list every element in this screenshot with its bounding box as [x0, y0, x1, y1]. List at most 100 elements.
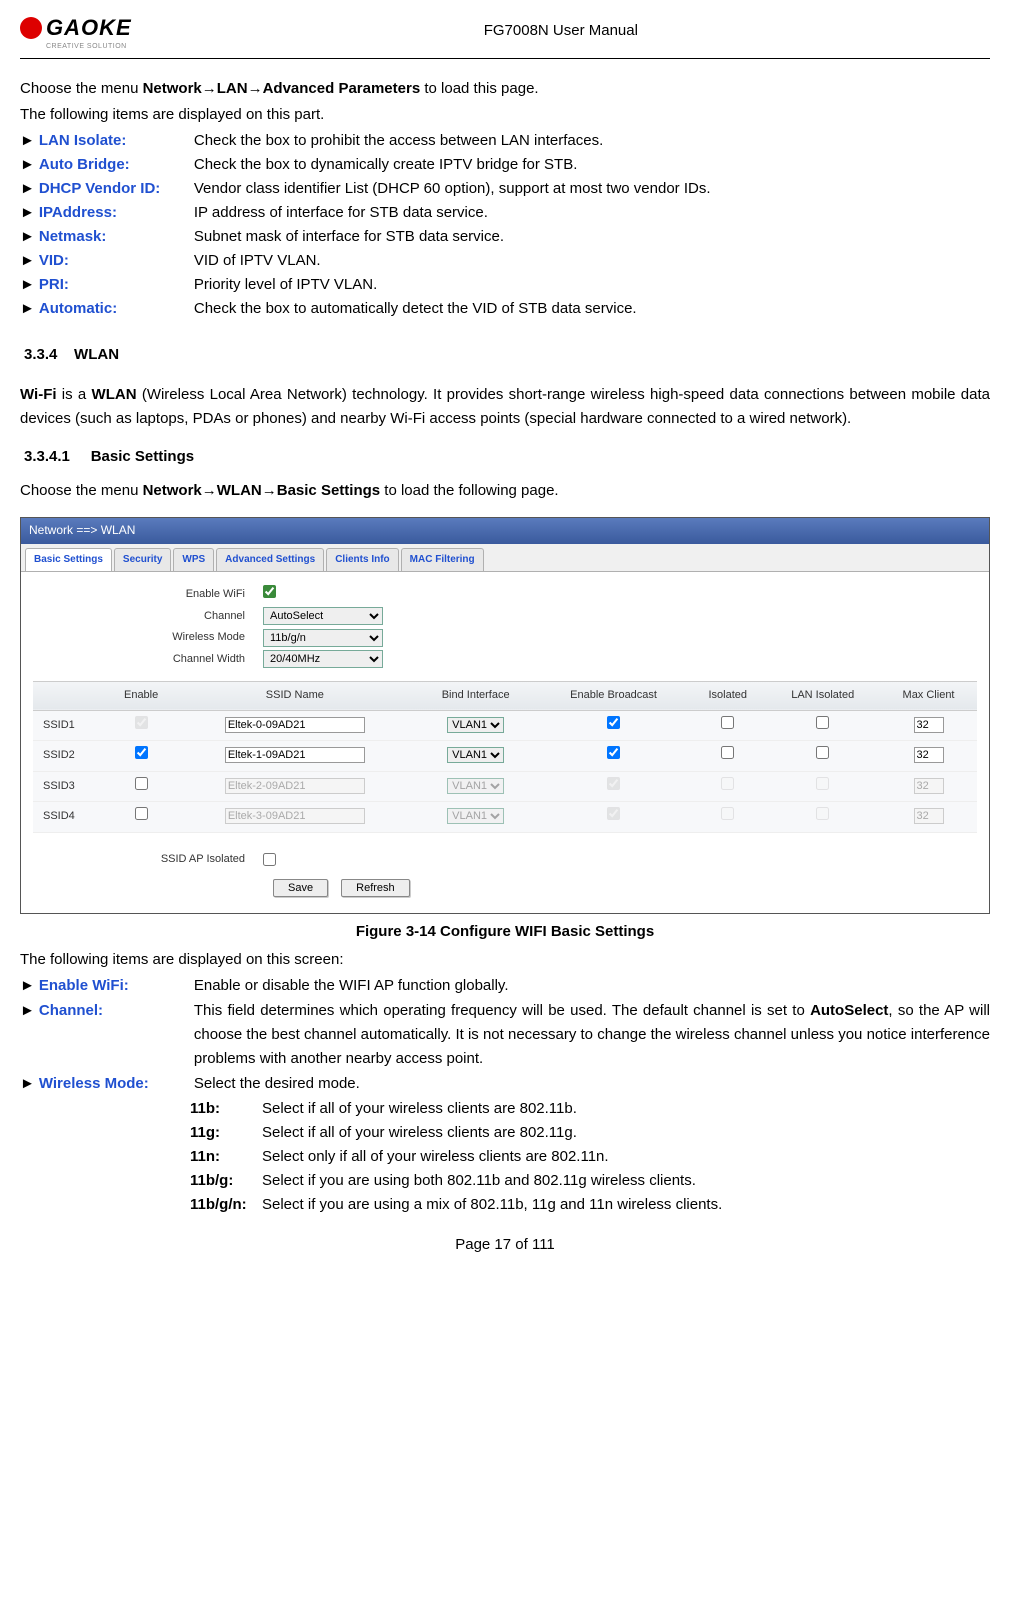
- tab-clients-info[interactable]: Clients Info: [326, 548, 398, 571]
- lan-isolated-checkbox[interactable]: [816, 716, 829, 729]
- desc-label: Enable WiFi:: [39, 974, 194, 998]
- max-client-input[interactable]: [914, 717, 944, 733]
- param-label: VID:: [39, 249, 194, 273]
- intro-line-2: The following items are displayed on thi…: [20, 103, 990, 127]
- bind-interface-select: VLAN1: [447, 808, 504, 824]
- intro-suffix: to load this page.: [420, 80, 538, 97]
- refresh-button[interactable]: Refresh: [341, 879, 410, 897]
- arrow-icon: ►: [20, 249, 35, 273]
- tab-security[interactable]: Security: [114, 548, 171, 571]
- channel-width-select[interactable]: 20/40MHz: [263, 650, 383, 668]
- mode-row: 11g:Select if all of your wireless clien…: [190, 1121, 990, 1145]
- param-desc: Priority level of IPTV VLAN.: [194, 273, 990, 297]
- section-num: 3.3.4: [24, 346, 57, 363]
- ssid-id: SSID4: [33, 802, 107, 833]
- tab-wps[interactable]: WPS: [173, 548, 214, 571]
- logo-text: GAOKE: [46, 10, 132, 45]
- tab-basic-settings[interactable]: Basic Settings: [25, 548, 112, 571]
- arrow-icon: ►: [20, 999, 35, 1023]
- figure-caption: Figure 3-14 Configure WIFI Basic Setting…: [20, 920, 990, 944]
- ssid-enable-checkbox[interactable]: [135, 716, 148, 729]
- bind-interface-select: VLAN1: [447, 778, 504, 794]
- table-header: [33, 681, 107, 710]
- ssid-enable-checkbox[interactable]: [135, 746, 148, 759]
- intro-prefix: Choose the menu: [20, 80, 143, 97]
- param-desc: Subnet mask of interface for STB data se…: [194, 225, 990, 249]
- page-footer: Page 17 of 111: [20, 1233, 990, 1257]
- desc-label: Channel:: [39, 999, 194, 1023]
- desc-list: ►Enable WiFi:Enable or disable the WIFI …: [20, 974, 990, 1096]
- param-label: DHCP Vendor ID:: [39, 177, 194, 201]
- ssid-name-input: [225, 778, 365, 794]
- section-heading: 3.3.4 WLAN: [24, 343, 990, 367]
- mode-key: 11b/g/n:: [190, 1193, 262, 1217]
- param-row: ►Auto Bridge:Check the box to dynamicall…: [20, 153, 990, 177]
- mode-row: 11n:Select only if all of your wireless …: [190, 1145, 990, 1169]
- page-header: GAOKE CREATIVE SOLUTION FG7008N User Man…: [20, 10, 990, 59]
- ssid-enable-checkbox[interactable]: [135, 777, 148, 790]
- broadcast-checkbox[interactable]: [607, 746, 620, 759]
- desc-row: ►Enable WiFi:Enable or disable the WIFI …: [20, 974, 990, 998]
- param-desc: VID of IPTV VLAN.: [194, 249, 990, 273]
- mode-row: 11b/g/n:Select if you are using a mix of…: [190, 1193, 990, 1217]
- broadcast-checkbox: [607, 777, 620, 790]
- desc-row: ►Wireless Mode:Select the desired mode.: [20, 1072, 990, 1096]
- mode-text: Select only if all of your wireless clie…: [262, 1145, 609, 1169]
- mode-text: Select if all of your wireless clients a…: [262, 1121, 577, 1145]
- table-row: SSID4 VLAN1: [33, 802, 977, 833]
- ssid-ap-isolated-checkbox[interactable]: [263, 853, 276, 866]
- param-desc: IP address of interface for STB data ser…: [194, 201, 990, 225]
- mode-text: Select if you are using both 802.11b and…: [262, 1169, 696, 1193]
- logo-icon: [20, 17, 42, 39]
- button-row: Save Refresh: [33, 879, 977, 898]
- arrow-icon: ►: [20, 177, 35, 201]
- ssid-id: SSID2: [33, 741, 107, 772]
- ssid-name-input[interactable]: [225, 747, 365, 763]
- param-row: ►DHCP Vendor ID:Vendor class identifier …: [20, 177, 990, 201]
- mode-key: 11b/g:: [190, 1169, 262, 1193]
- logo-block: GAOKE CREATIVE SOLUTION: [20, 10, 132, 52]
- isolated-checkbox[interactable]: [721, 746, 734, 759]
- wireless-mode-select[interactable]: 11b/g/n: [263, 629, 383, 647]
- max-client-input: [914, 808, 944, 824]
- panel-body: Enable WiFi Channel AutoSelect Wireless …: [21, 572, 989, 914]
- table-row: SSID2 VLAN1: [33, 741, 977, 772]
- save-button[interactable]: Save: [273, 879, 328, 897]
- channel-width-label: Channel Width: [33, 651, 263, 669]
- table-header: Isolated: [690, 681, 765, 710]
- mode-key: 11b:: [190, 1097, 262, 1121]
- window-title: Network ==> WLAN: [21, 518, 989, 543]
- param-desc: Check the box to dynamically create IPTV…: [194, 153, 990, 177]
- bind-interface-select[interactable]: VLAN1: [447, 747, 504, 763]
- wireless-mode-label: Wireless Mode: [33, 629, 263, 647]
- param-row: ►LAN Isolate:Check the box to prohibit t…: [20, 129, 990, 153]
- param-label: IPAddress:: [39, 201, 194, 225]
- param-label: LAN Isolate:: [39, 129, 194, 153]
- lan-isolated-checkbox[interactable]: [816, 746, 829, 759]
- tab-mac-filtering[interactable]: MAC Filtering: [401, 548, 484, 571]
- mode-list: 11b:Select if all of your wireless clien…: [190, 1097, 990, 1217]
- ssid-name-input[interactable]: [225, 717, 365, 733]
- tab-advanced-settings[interactable]: Advanced Settings: [216, 548, 324, 571]
- section-title: WLAN: [74, 346, 119, 363]
- arrow-icon: ►: [20, 129, 35, 153]
- arrow-icon: ►: [20, 201, 35, 225]
- lan-isolated-checkbox: [816, 777, 829, 790]
- isolated-checkbox: [721, 777, 734, 790]
- ssid-ap-isolated-row: SSID AP Isolated: [33, 851, 977, 869]
- bind-interface-select[interactable]: VLAN1: [447, 717, 504, 733]
- broadcast-checkbox[interactable]: [607, 716, 620, 729]
- param-row: ►PRI:Priority level of IPTV VLAN.: [20, 273, 990, 297]
- param-desc: Vendor class identifier List (DHCP 60 op…: [194, 177, 990, 201]
- wlan-word: WLAN: [92, 386, 137, 403]
- max-client-input[interactable]: [914, 747, 944, 763]
- subsection-title: Basic Settings: [91, 448, 194, 465]
- isolated-checkbox[interactable]: [721, 716, 734, 729]
- arrow-icon: ►: [20, 297, 35, 321]
- arrow-icon: ►: [20, 225, 35, 249]
- ssid-enable-checkbox[interactable]: [135, 807, 148, 820]
- desc-label: Wireless Mode:: [39, 1072, 194, 1096]
- channel-select[interactable]: AutoSelect: [263, 607, 383, 625]
- enable-wifi-checkbox[interactable]: [263, 585, 276, 598]
- choose-prefix: Choose the menu: [20, 482, 143, 499]
